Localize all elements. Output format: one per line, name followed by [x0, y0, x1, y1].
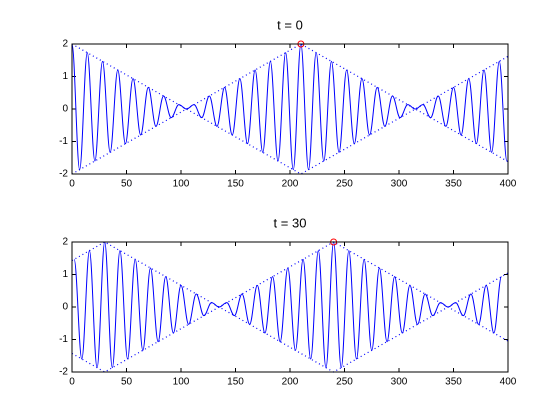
x-tick-label: 0 — [69, 179, 75, 190]
axes-box — [71, 241, 509, 373]
x-tick-label: 0 — [69, 377, 75, 388]
x-tick-label: 250 — [336, 179, 353, 190]
y-tick-label: -1 — [59, 334, 68, 345]
x-tick-label: 400 — [500, 377, 517, 388]
x-tick-label: 150 — [227, 179, 244, 190]
signal-line — [72, 43, 508, 171]
x-tick-label: 50 — [121, 179, 133, 190]
x-tick-label: 100 — [173, 179, 190, 190]
plot-area — [72, 242, 508, 372]
x-tick-label: 250 — [336, 377, 353, 388]
y-tick-label: 2 — [62, 237, 68, 248]
x-tick-label: 200 — [282, 179, 299, 190]
chart-title: t = 0 — [277, 17, 303, 32]
x-tick-label: 300 — [391, 179, 408, 190]
x-tick-label: 200 — [282, 377, 299, 388]
y-tick-label: -2 — [59, 169, 68, 180]
chart-title: t = 30 — [274, 215, 307, 230]
x-tick-label: 100 — [173, 377, 190, 388]
y-tick-label: 0 — [62, 104, 68, 115]
y-tick-label: 2 — [62, 39, 68, 50]
y-tick-label: 1 — [62, 269, 68, 280]
x-tick-label: 150 — [227, 377, 244, 388]
axes-box — [71, 43, 509, 175]
y-tick-label: -2 — [59, 367, 68, 378]
y-tick-label: -1 — [59, 136, 68, 147]
x-tick-label: 400 — [500, 179, 517, 190]
x-tick-label: 350 — [445, 179, 462, 190]
x-tick-label: 50 — [121, 377, 133, 388]
y-tick-label: 1 — [62, 71, 68, 82]
x-tick-label: 300 — [391, 377, 408, 388]
x-tick-label: 350 — [445, 377, 462, 388]
y-tick-label: 0 — [62, 302, 68, 313]
